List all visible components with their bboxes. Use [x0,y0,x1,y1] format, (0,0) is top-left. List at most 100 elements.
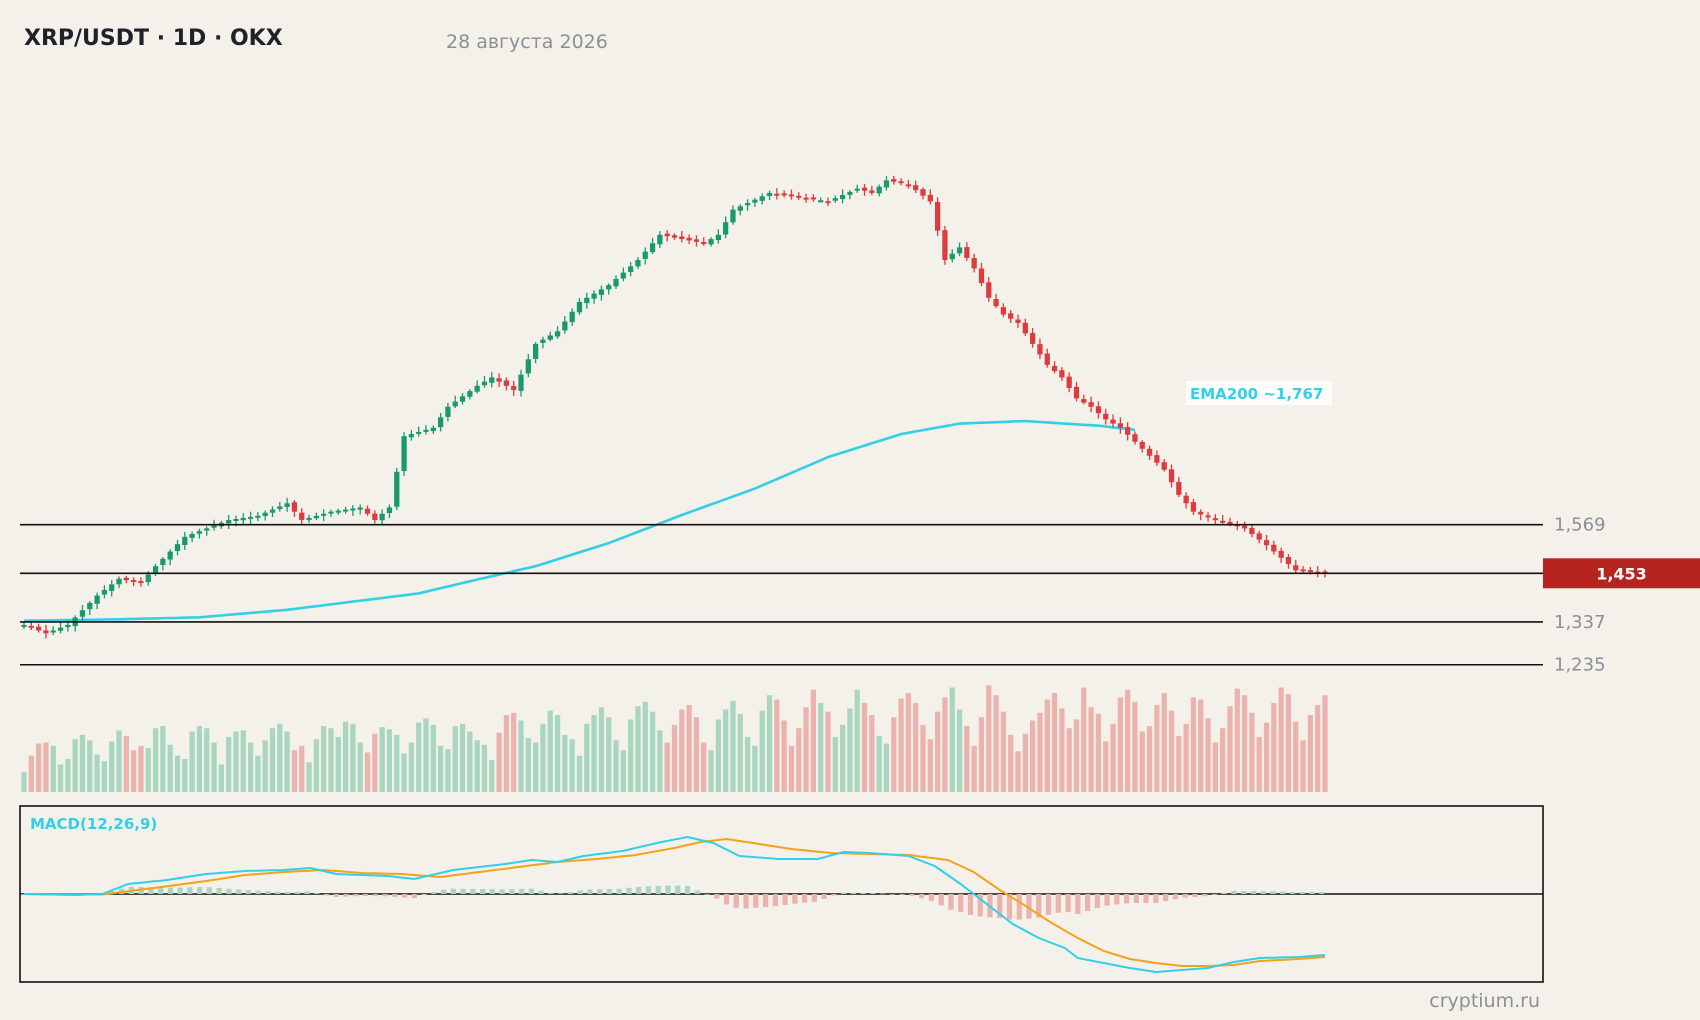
candle-body [211,525,217,528]
candle-body [803,197,809,200]
candle-body [986,282,992,298]
volume-bar [591,715,597,792]
volume-bar [204,728,210,792]
volume-bar [1081,687,1087,792]
candle-body [35,626,42,631]
macd-histogram-bar [333,894,339,897]
candle-body [810,197,817,200]
macd-histogram-bar [1250,891,1257,894]
volume-bar [628,719,634,792]
candle-body [445,406,451,417]
volume-bar [606,717,612,792]
macd-histogram-bar [440,889,447,894]
macd-histogram-bar [792,894,798,904]
macd-histogram-bar [1153,894,1159,903]
volume-bar [226,737,232,792]
candle-body [357,507,363,510]
macd-histogram-bar [606,889,613,894]
candle-body [584,297,590,304]
volume-bar [1293,721,1299,792]
candle-body [576,301,583,313]
volume-bar [291,750,298,792]
macd-histogram-bar [1289,891,1296,894]
volume-bar [949,687,955,792]
macd-histogram-bar [1241,891,1247,894]
macd-histogram-bar [782,894,788,905]
volume-bar [576,755,583,792]
candle-body [291,502,298,512]
candle-body [964,247,970,258]
volume-bar [920,724,926,792]
volume-bar [1110,723,1116,792]
volume-bar [87,740,93,792]
macd-histogram-bar [753,894,759,908]
volume-bar [686,705,692,792]
candle-body [956,247,963,254]
macd-histogram-bar [1231,891,1237,894]
candle-body [620,272,626,279]
volume-bar [1300,740,1306,792]
macd-histogram-bar [1084,894,1091,911]
volume-bar [993,695,999,792]
volume-bar [109,741,115,792]
macd-histogram-bar [733,894,739,908]
volume-bar [174,755,181,792]
candle-body [1103,413,1109,420]
macd-histogram-bar [411,894,417,898]
volume-bar [496,732,502,792]
volume-bar [584,723,590,792]
macd-histogram-bar [1026,894,1032,919]
macd-histogram-bar [343,894,349,897]
macd-histogram-bar [275,891,281,894]
macd-label: MACD(12,26,9) [30,815,157,833]
macd-histogram-bar [1163,894,1169,902]
candle-body [1125,426,1131,435]
volume-bar [905,693,912,792]
macd-histogram-bar [245,890,252,894]
candle-body [269,509,276,513]
macd-histogram-bar [294,891,300,894]
volume-bar [255,755,261,792]
candle-body [43,630,49,634]
volume-bar [540,723,546,792]
volume-bar [693,717,700,792]
candle-body [21,624,27,627]
macd-histogram-bar [1172,894,1178,900]
macd-histogram-bar [577,890,583,894]
volume-bar [569,739,575,792]
candle-body [226,520,232,524]
candle-body [949,253,955,260]
candle-body [905,184,912,187]
candle-body [942,230,948,261]
volume-bar [1161,693,1167,792]
volume-bar [364,752,371,792]
candle-body [28,625,34,628]
candle-body [730,209,736,223]
candle-body [408,434,415,438]
candle-body [1322,571,1328,574]
candle-body [547,335,553,340]
macd-histogram-bar [1299,892,1305,894]
candles [21,175,1328,639]
volume-bar [1285,694,1292,792]
volume-bar [1315,705,1321,792]
macd-histogram-bar [323,894,330,896]
volume-bar [679,709,685,792]
volume-bar [818,702,824,792]
volume-bar [664,742,670,792]
candle-body [1059,370,1065,378]
candle-body [898,181,904,184]
candle-body [123,577,129,581]
candle-body [467,391,473,397]
candle-body [1081,399,1087,403]
candle-body [869,190,875,193]
volume-bar [35,743,42,792]
candle-body [1176,481,1182,495]
candle-body [649,243,656,253]
volume-bar [277,723,283,792]
candle-body [1220,520,1226,523]
candle-body [379,513,385,521]
macd-histogram-bar [636,886,642,894]
volume-bar [65,759,71,792]
volume-bar [796,728,802,792]
